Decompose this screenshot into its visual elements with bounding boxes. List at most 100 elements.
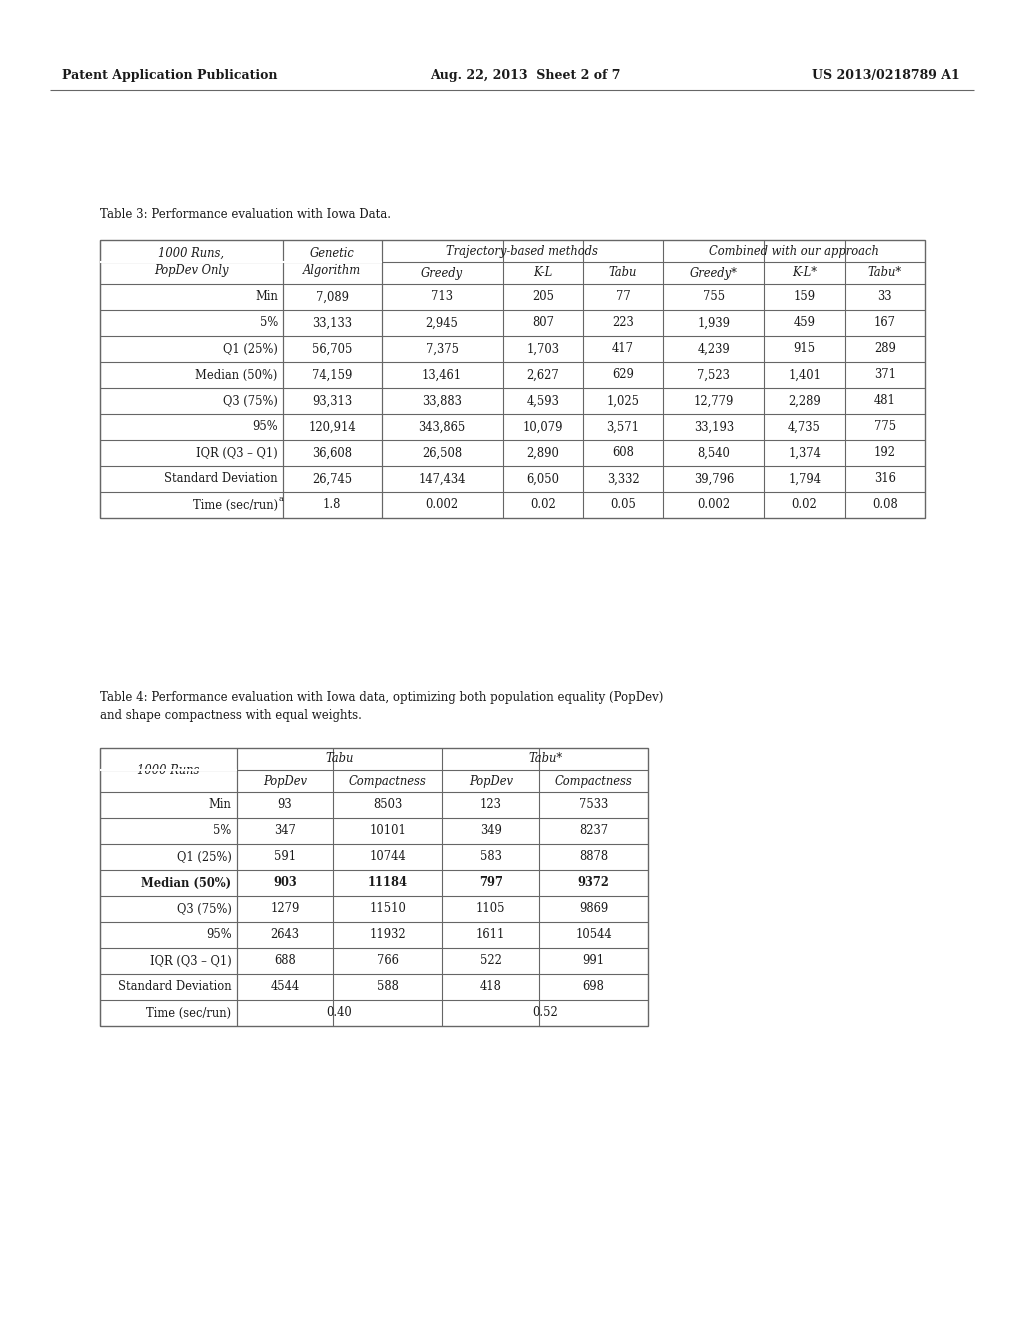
Text: Greedy: Greedy (421, 267, 463, 280)
Text: 1.8: 1.8 (323, 499, 341, 511)
Text: Greedy*: Greedy* (690, 267, 737, 280)
Text: 33: 33 (878, 290, 892, 304)
Text: 991: 991 (583, 954, 604, 968)
Text: 8,540: 8,540 (697, 446, 730, 459)
Text: 2,890: 2,890 (526, 446, 559, 459)
Text: 167: 167 (873, 317, 896, 330)
Text: 0.002: 0.002 (426, 499, 459, 511)
Text: 903: 903 (273, 876, 297, 890)
Text: 2,627: 2,627 (526, 368, 559, 381)
Text: 95%: 95% (206, 928, 231, 941)
Text: 10544: 10544 (575, 928, 612, 941)
Text: 123: 123 (480, 799, 502, 812)
Text: 583: 583 (480, 850, 502, 863)
Text: 915: 915 (794, 342, 816, 355)
Text: 33,883: 33,883 (422, 395, 462, 408)
Text: 713: 713 (431, 290, 453, 304)
Text: 3,332: 3,332 (607, 473, 639, 486)
Text: 147,434: 147,434 (419, 473, 466, 486)
Text: 698: 698 (583, 981, 604, 994)
Text: 8237: 8237 (579, 825, 608, 837)
Text: 2,289: 2,289 (788, 395, 821, 408)
Text: 591: 591 (273, 850, 296, 863)
Text: 13,461: 13,461 (422, 368, 462, 381)
Text: 4544: 4544 (270, 981, 300, 994)
Text: 8503: 8503 (373, 799, 402, 812)
Text: 3,571: 3,571 (606, 421, 640, 433)
Text: 0.52: 0.52 (532, 1006, 558, 1019)
Text: 39,796: 39,796 (693, 473, 734, 486)
Text: 371: 371 (873, 368, 896, 381)
Text: 11510: 11510 (370, 903, 407, 916)
Text: Tabu: Tabu (326, 752, 353, 766)
Text: 7,523: 7,523 (697, 368, 730, 381)
Text: 0.40: 0.40 (327, 1006, 352, 1019)
Text: Median (50%): Median (50%) (141, 876, 231, 890)
Text: Trajectory-based methods: Trajectory-based methods (446, 244, 598, 257)
Text: Time (sec/run): Time (sec/run) (146, 1006, 231, 1019)
Text: 343,865: 343,865 (419, 421, 466, 433)
Text: 95%: 95% (252, 421, 278, 433)
Text: Tabu: Tabu (609, 267, 637, 280)
Text: 4,735: 4,735 (788, 421, 821, 433)
Text: 797: 797 (478, 876, 503, 890)
Bar (100, 748, 648, 1026)
Text: 8878: 8878 (579, 850, 608, 863)
Text: 10101: 10101 (370, 825, 407, 837)
Text: Min: Min (209, 799, 231, 812)
Text: 6,050: 6,050 (526, 473, 559, 486)
Text: 1105: 1105 (476, 903, 506, 916)
Text: 11184: 11184 (368, 876, 408, 890)
Text: Tabu*: Tabu* (528, 752, 562, 766)
Text: 807: 807 (531, 317, 554, 330)
Text: 9372: 9372 (578, 876, 609, 890)
Text: Standard Deviation: Standard Deviation (118, 981, 231, 994)
Text: 11932: 11932 (370, 928, 407, 941)
Text: 1,025: 1,025 (606, 395, 640, 408)
Text: 5%: 5% (213, 825, 231, 837)
Text: K-L: K-L (534, 267, 552, 280)
Text: and shape compactness with equal weights.: and shape compactness with equal weights… (100, 710, 361, 722)
Text: 0.02: 0.02 (529, 499, 556, 511)
Text: IQR (Q3 – Q1): IQR (Q3 – Q1) (150, 954, 231, 968)
Text: 10744: 10744 (370, 850, 407, 863)
Text: Genetic
Algorithm: Genetic Algorithm (303, 247, 361, 277)
Text: 588: 588 (377, 981, 398, 994)
Text: 192: 192 (873, 446, 896, 459)
Text: 522: 522 (480, 954, 502, 968)
Text: 77: 77 (615, 290, 631, 304)
Text: Tabu*: Tabu* (867, 267, 902, 280)
Text: Q1 (25%): Q1 (25%) (223, 342, 278, 355)
Text: 755: 755 (702, 290, 725, 304)
Text: 93,313: 93,313 (312, 395, 352, 408)
Text: a: a (279, 495, 284, 503)
Text: 12,779: 12,779 (693, 395, 734, 408)
Text: 0.08: 0.08 (872, 499, 898, 511)
Text: 9869: 9869 (579, 903, 608, 916)
Text: 316: 316 (873, 473, 896, 486)
Text: 289: 289 (873, 342, 896, 355)
Text: 766: 766 (377, 954, 398, 968)
Text: 33,193: 33,193 (693, 421, 734, 433)
Text: PopDev: PopDev (469, 775, 513, 788)
Text: 36,608: 36,608 (312, 446, 352, 459)
Text: 120,914: 120,914 (308, 421, 356, 433)
Text: 1,794: 1,794 (788, 473, 821, 486)
Text: 1,939: 1,939 (697, 317, 730, 330)
Text: 10,079: 10,079 (522, 421, 563, 433)
Text: Compactness: Compactness (349, 775, 427, 788)
Text: 26,745: 26,745 (312, 473, 352, 486)
Text: 0.02: 0.02 (792, 499, 817, 511)
Text: Min: Min (255, 290, 278, 304)
Text: 1279: 1279 (270, 903, 300, 916)
Text: 74,159: 74,159 (312, 368, 352, 381)
Text: Patent Application Publication: Patent Application Publication (62, 69, 278, 82)
Text: 775: 775 (873, 421, 896, 433)
Text: US 2013/0218789 A1: US 2013/0218789 A1 (812, 69, 961, 82)
Text: Time (sec/run): Time (sec/run) (193, 499, 278, 511)
Text: 7,089: 7,089 (315, 290, 349, 304)
Text: IQR (Q3 – Q1): IQR (Q3 – Q1) (196, 446, 278, 459)
Text: 7,375: 7,375 (426, 342, 459, 355)
Text: Q1 (25%): Q1 (25%) (177, 850, 231, 863)
Text: Q3 (75%): Q3 (75%) (177, 903, 231, 916)
